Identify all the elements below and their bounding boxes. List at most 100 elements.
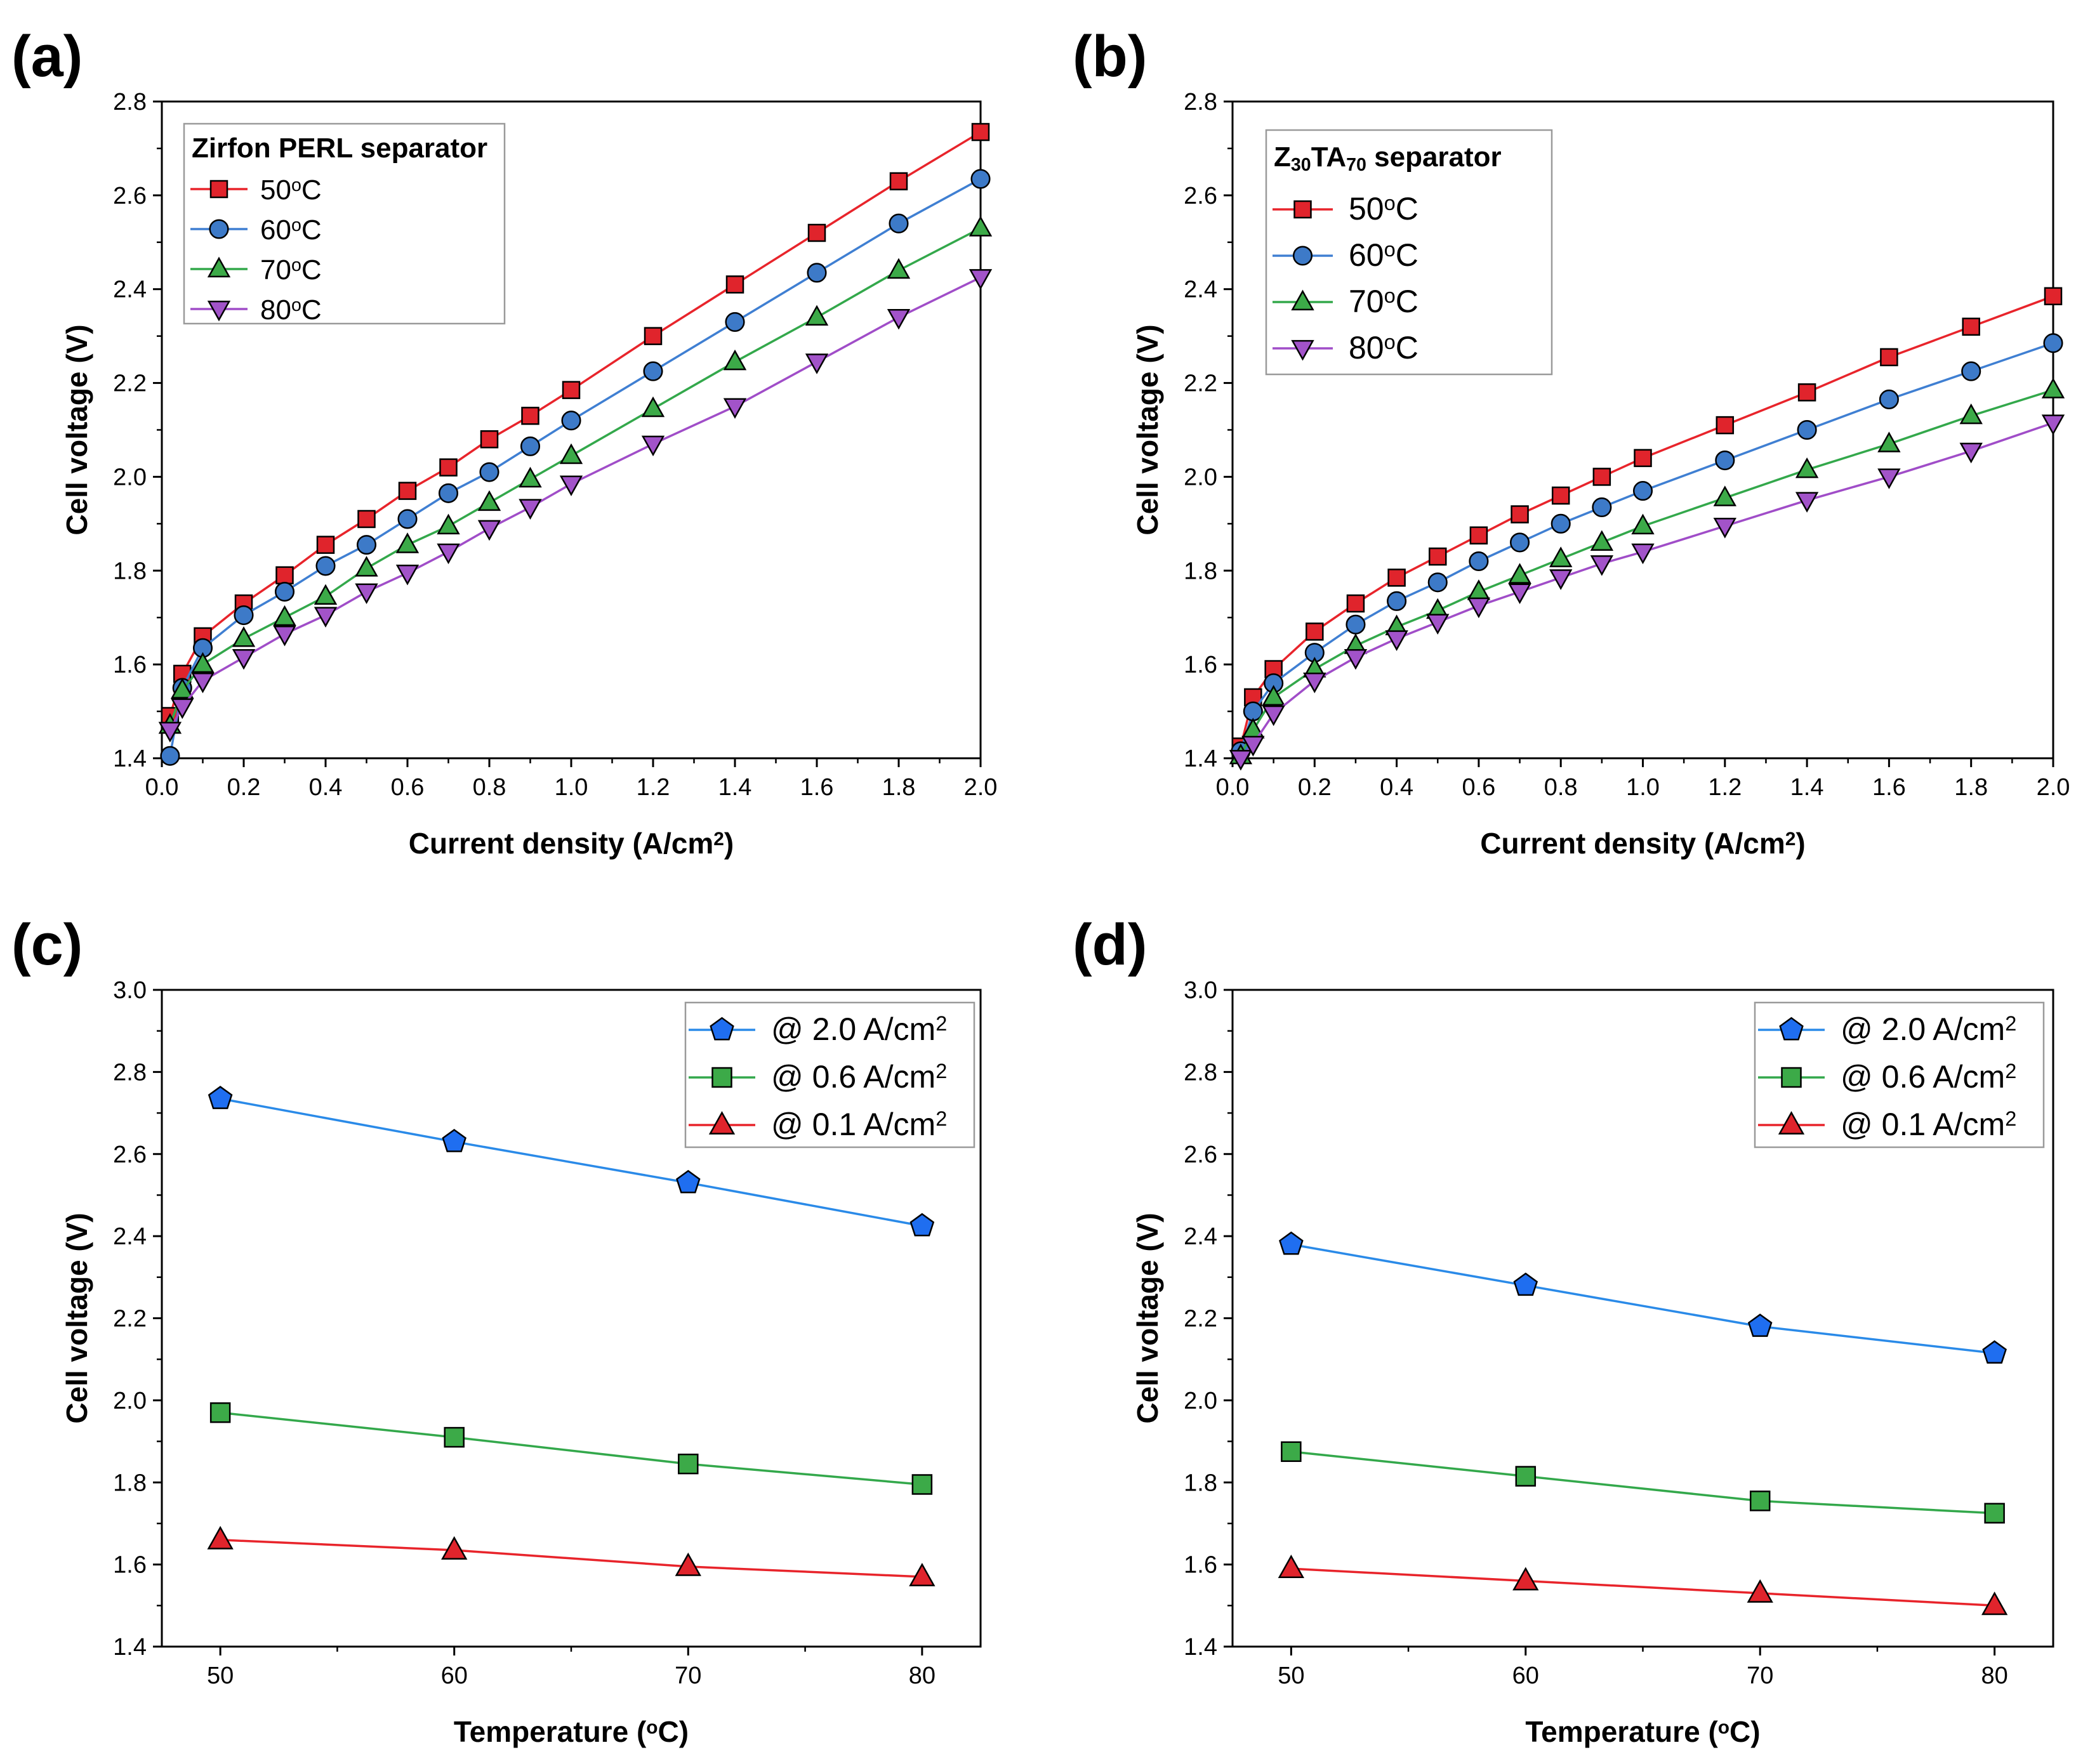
data-point — [1959, 403, 1983, 425]
x-tick-label: 0.6 — [391, 774, 425, 801]
y-tick-label: 2.8 — [1184, 89, 1217, 115]
legend-label-part: @ 0.1 A/cm — [771, 1107, 936, 1142]
y-tick-label: 1.8 — [113, 558, 147, 584]
data-point — [160, 746, 180, 766]
legend-swatch-marker — [1292, 246, 1313, 266]
series-4 — [1229, 414, 2065, 771]
data-point — [158, 721, 182, 743]
x-tick-label: 80 — [1981, 1662, 2008, 1689]
y-tick-label: 1.6 — [113, 652, 147, 678]
data-point — [1747, 1579, 1773, 1603]
data-point — [519, 499, 542, 520]
data-point — [678, 1453, 699, 1475]
data-point — [477, 490, 501, 511]
data-point — [1715, 451, 1735, 471]
y-tick-label: 2.2 — [113, 1306, 147, 1333]
data-point — [355, 556, 378, 577]
series-line — [1240, 389, 2054, 757]
legend-label: @ 0.1 A/cm2 — [771, 1107, 947, 1142]
data-point — [1716, 416, 1735, 435]
data-point — [1508, 583, 1531, 605]
legend-swatch-marker — [209, 219, 229, 239]
data-point — [1590, 530, 1614, 551]
x-tick-label: 2.0 — [964, 774, 998, 801]
data-point — [725, 275, 744, 294]
legend-title-part: TA — [1311, 142, 1346, 173]
y-tick-label: 3.0 — [113, 977, 147, 1004]
data-point — [559, 475, 583, 496]
data-point — [437, 543, 460, 565]
data-point — [1961, 361, 1981, 381]
data-point — [1877, 468, 1901, 489]
x-tick-label: 0.6 — [1462, 774, 1495, 801]
legend-label-part: o — [1384, 284, 1396, 307]
y-tick-label: 1.6 — [1184, 652, 1217, 678]
data-point — [889, 172, 908, 190]
data-point — [1632, 481, 1653, 501]
data-point — [438, 483, 459, 503]
chart-panel-4: (d) 1.4 1.6 1.8 2.0 2.2 2.4 2.6 2.8 3.0 50 60 70 80 Te… — [1073, 912, 2054, 1748]
legend-label-part: o — [291, 295, 301, 315]
legend-label-part: C — [301, 294, 322, 326]
legend-label-part: o — [291, 215, 301, 235]
data-point — [274, 582, 295, 602]
data-point — [441, 1536, 468, 1560]
x-tick-label: 70 — [1747, 1662, 1773, 1689]
data-point — [521, 407, 539, 425]
data-point — [561, 411, 581, 431]
legend-label-part: C — [301, 214, 322, 246]
data-point — [805, 353, 829, 374]
data-point — [437, 513, 460, 535]
data-point — [675, 1552, 701, 1576]
data-point — [2041, 378, 2065, 398]
data-point — [479, 462, 499, 482]
data-point — [1387, 569, 1406, 587]
data-point — [1959, 442, 1983, 464]
data-point — [1508, 563, 1531, 584]
y-tick-label: 2.0 — [113, 1388, 147, 1414]
y-tick-label: 2.6 — [1184, 183, 1217, 209]
legend-swatch-marker — [708, 1110, 736, 1135]
legend-label: 70oC — [260, 254, 322, 286]
data-point — [1551, 486, 1570, 505]
data-point — [191, 672, 215, 694]
data-point — [273, 626, 296, 647]
legend-label-part: @ 2.0 A/cm — [1841, 1011, 2005, 1047]
x-tick-label: 50 — [1278, 1662, 1304, 1689]
data-point — [1279, 1231, 1304, 1255]
series-3 — [1278, 1555, 2008, 1616]
data-point — [275, 566, 294, 584]
x-tick-label: 50 — [207, 1662, 234, 1689]
x-axis-title: Current density (A/cm2) — [1480, 827, 1805, 860]
panel-label: (b) — [1073, 24, 1147, 89]
y-tick-label: 1.8 — [1184, 1470, 1217, 1496]
data-point — [355, 583, 378, 605]
data-point — [1469, 526, 1488, 545]
data-point — [911, 1474, 933, 1495]
data-point — [519, 466, 542, 488]
legend-label: 50oC — [1349, 191, 1418, 227]
legend-title-part: 70 — [1346, 155, 1366, 175]
data-point — [314, 584, 338, 605]
legend-label-part: o — [1384, 192, 1396, 214]
data-point — [1427, 572, 1448, 593]
data-point — [1278, 1555, 1305, 1578]
x-axis-title-part: o — [1718, 1717, 1729, 1738]
legend-label: 60oC — [1349, 237, 1418, 273]
data-point — [1590, 555, 1614, 576]
data-point — [1467, 597, 1491, 619]
y-tick-label: 3.0 — [1184, 977, 1217, 1004]
data-point — [439, 458, 458, 477]
series-line — [220, 1097, 923, 1227]
legend-label-part: 50 — [260, 174, 291, 206]
data-point — [191, 652, 215, 673]
data-point — [1713, 485, 1736, 506]
legend-label: 70oC — [1349, 284, 1418, 319]
legend-label-part: 50 — [1349, 191, 1384, 227]
legend-label-part: 60 — [1349, 237, 1384, 273]
data-point — [970, 169, 991, 189]
data-point — [1426, 614, 1450, 635]
x-axis-title-part: ) — [724, 827, 734, 860]
